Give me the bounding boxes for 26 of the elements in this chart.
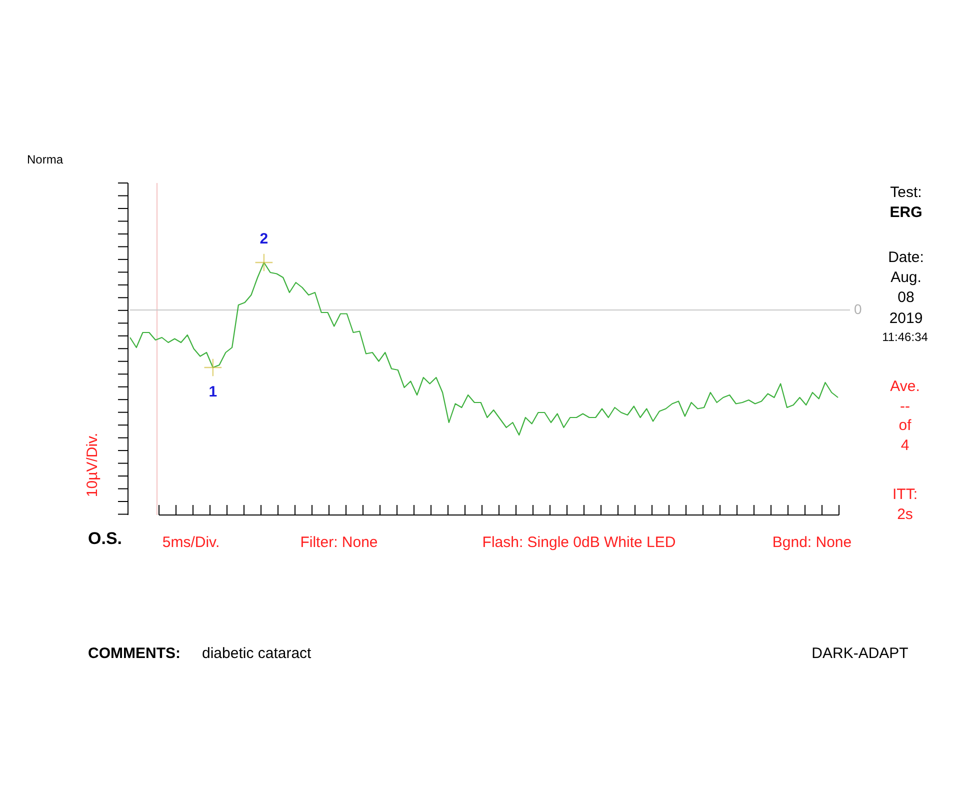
text: Flash: Single 0dB White LED (482, 534, 676, 551)
text: O.S. (88, 529, 122, 548)
text: COMMENTS: (88, 645, 180, 662)
text: 2019 (889, 310, 923, 327)
text: 2s (897, 506, 913, 523)
annotation: 1 (208, 384, 218, 400)
annotation: 2 (260, 230, 268, 248)
text: 08 (898, 289, 914, 306)
text: Aug. (890, 269, 922, 286)
y-axis-title: 10µV/Div. (84, 432, 101, 498)
text: Test: (890, 184, 922, 201)
text: 11:46:34 (882, 330, 928, 344)
ref-line-label: 0 (854, 301, 862, 317)
text: Filter: None (300, 534, 378, 551)
text: Bgnd: None (772, 534, 852, 551)
text: ITT: (892, 486, 918, 503)
text: 4 (900, 437, 910, 454)
text: ERG (890, 204, 922, 221)
chart-title: Norma (27, 152, 64, 166)
text: -- (900, 398, 910, 415)
text: diabetic cataract (202, 645, 312, 662)
text: Ave. (890, 378, 920, 395)
text: Date: (888, 249, 924, 266)
text: DARK-ADAPT (812, 645, 908, 662)
text: 5ms/Div. (162, 534, 220, 551)
text: of (898, 417, 912, 434)
